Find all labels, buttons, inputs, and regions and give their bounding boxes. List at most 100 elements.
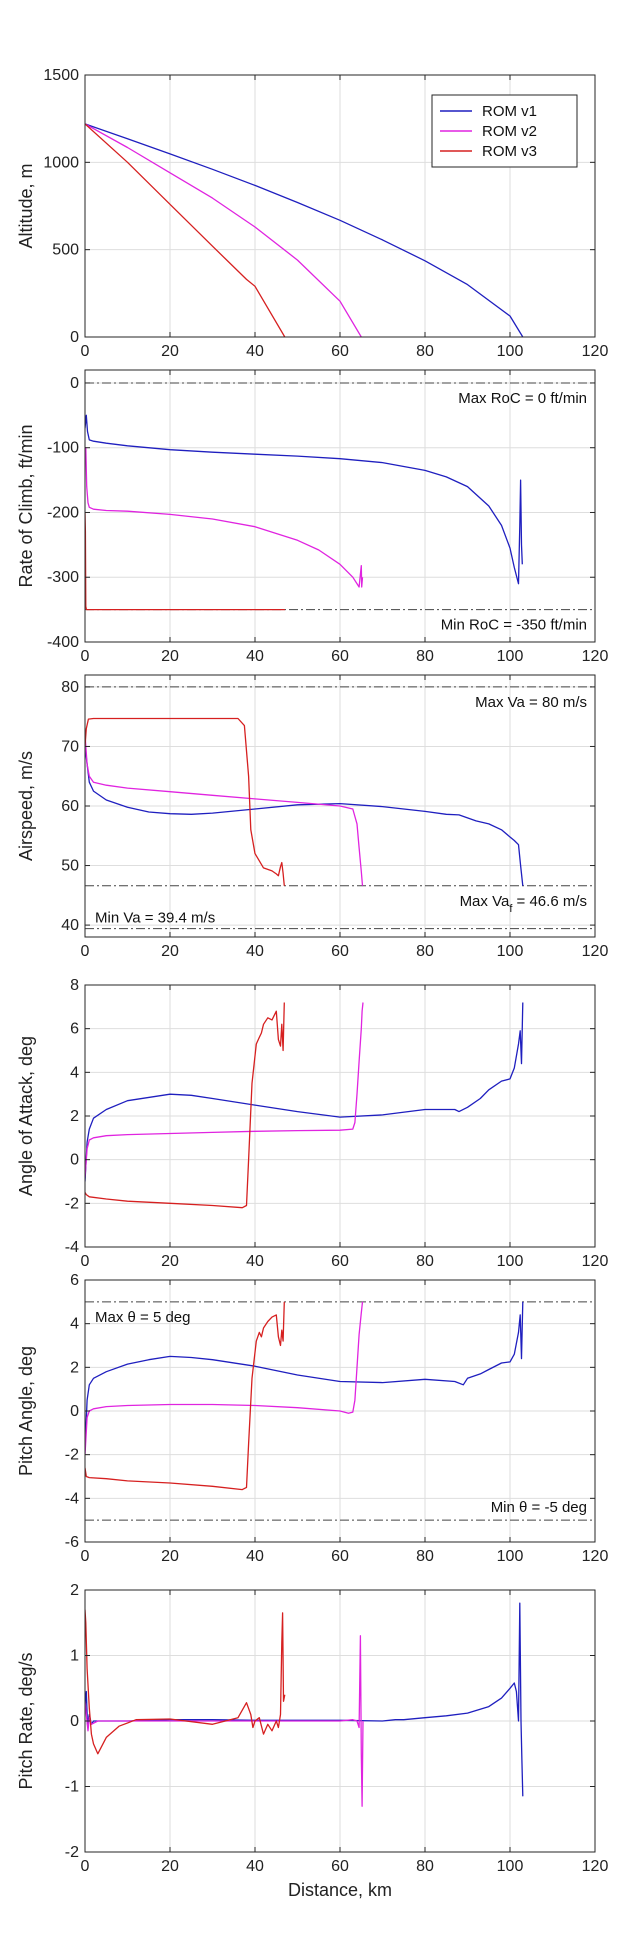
series-line-rom-v1 xyxy=(85,414,523,585)
reference-label: Min RoC = -350 ft/min xyxy=(441,617,587,634)
series-line-rom-v2 xyxy=(85,447,364,588)
y-tick-label: 1500 xyxy=(43,67,79,84)
chart-panel-1: 0 20 40 60 80 100 120 0 500 1000 1500 Altitude, m RO… xyxy=(16,67,608,360)
legend-entry: ROM v1 xyxy=(482,103,537,120)
reference-label-text: Max θ = 5 deg xyxy=(95,1309,190,1326)
y-axis-label: Pitch Angle, deg xyxy=(16,1346,36,1476)
reference-label: Min Va = 39.4 m/s xyxy=(95,910,215,927)
x-tick-label: 0 xyxy=(81,943,90,960)
reference-label-subscript: f xyxy=(509,903,513,915)
chart-panel-2: Max RoC = 0 ft/min Min RoC = -350 ft/min 0… xyxy=(16,369,609,665)
y-tick-label: 1000 xyxy=(43,154,79,171)
y-tick-label: 2 xyxy=(70,1582,79,1599)
series-line-rom-v3 xyxy=(85,123,286,337)
x-tick-label: 20 xyxy=(161,648,179,665)
reference-label-text: Max Va = 80 m/s xyxy=(475,694,587,711)
series-line-rom-v1 xyxy=(85,123,524,337)
x-tick-label: 0 xyxy=(81,1253,90,1270)
x-tick-label: 20 xyxy=(161,1548,179,1565)
x-tick-label: 20 xyxy=(161,1253,179,1270)
reference-label-text: Max RoC = 0 ft/min xyxy=(458,390,587,407)
x-tick-label: 0 xyxy=(81,648,90,665)
chart-panel-6: 0 20 40 60 80 100 120 -2 -1 0 1 2 Pitch Rate, deg/s D… xyxy=(16,1582,608,1900)
x-tick-label: 100 xyxy=(497,943,524,960)
y-tick-label: -400 xyxy=(47,634,79,651)
y-tick-label: -4 xyxy=(65,1490,79,1507)
y-axis-label: Rate of Climb, ft/min xyxy=(16,424,36,587)
y-tick-label: -2 xyxy=(65,1195,79,1212)
x-tick-label: 60 xyxy=(331,1253,349,1270)
y-tick-label: 50 xyxy=(61,858,79,875)
series-line-rom-v2 xyxy=(85,123,362,337)
x-tick-label: 100 xyxy=(497,1858,524,1875)
series-line-rom-v1 xyxy=(85,1301,524,1451)
series-line-rom-v2 xyxy=(85,1002,364,1178)
y-tick-label: -100 xyxy=(47,440,79,457)
x-tick-label: 20 xyxy=(161,343,179,360)
x-tick-label: 100 xyxy=(497,1548,524,1565)
y-tick-label: 70 xyxy=(61,738,79,755)
reference-label: Max Va = 80 m/s xyxy=(475,694,587,711)
y-tick-label: 0 xyxy=(70,329,79,346)
series-line-rom-v1 xyxy=(85,746,524,886)
series-line-rom-v2 xyxy=(85,1301,364,1455)
x-tick-label: 20 xyxy=(161,1858,179,1875)
x-tick-label: 0 xyxy=(81,343,90,360)
x-tick-label: 120 xyxy=(582,648,609,665)
y-axis-label: Altitude, m xyxy=(16,163,36,248)
y-tick-label: 80 xyxy=(61,679,79,696)
x-tick-label: 80 xyxy=(416,1548,434,1565)
series-line-rom-v3 xyxy=(85,1609,286,1755)
y-tick-label: 2 xyxy=(70,1359,79,1376)
x-tick-label: 80 xyxy=(416,648,434,665)
y-tick-label: 6 xyxy=(70,1021,79,1038)
x-tick-label: 40 xyxy=(246,343,264,360)
x-tick-label: 60 xyxy=(331,343,349,360)
reference-label: Min θ = -5 deg xyxy=(491,1499,587,1516)
x-tick-label: 60 xyxy=(331,1858,349,1875)
legend-entry: ROM v3 xyxy=(482,143,537,160)
chart-panel-3: Max Va = 80 m/s Max Vaf = 46.6 m/s Min Va … xyxy=(16,674,608,960)
x-tick-label: 120 xyxy=(582,1253,609,1270)
x-tick-label: 40 xyxy=(246,1858,264,1875)
reference-label-text: Min RoC = -350 ft/min xyxy=(441,617,587,634)
y-tick-label: 0 xyxy=(70,1713,79,1730)
y-tick-label: -2 xyxy=(65,1844,79,1861)
y-tick-label: 60 xyxy=(61,798,79,815)
y-axis-label: Angle of Attack, deg xyxy=(16,1036,36,1196)
x-tick-label: 0 xyxy=(81,1548,90,1565)
x-tick-label: 0 xyxy=(81,1858,90,1875)
x-tick-label: 40 xyxy=(246,1548,264,1565)
legend-entry: ROM v2 xyxy=(482,123,537,140)
reference-label-text: Min Va = 39.4 m/s xyxy=(95,910,215,927)
series-line-rom-v3 xyxy=(85,512,285,611)
x-axis-label: Distance, km xyxy=(288,1880,392,1900)
x-tick-label: 80 xyxy=(416,1253,434,1270)
reference-label-text: Max Va xyxy=(460,893,510,910)
x-tick-label: 80 xyxy=(416,943,434,960)
y-tick-label: -6 xyxy=(65,1534,79,1551)
y-tick-label: -1 xyxy=(65,1779,79,1796)
y-tick-label: -200 xyxy=(47,504,79,521)
reference-label-tail: = 46.6 m/s xyxy=(512,893,587,910)
y-axis-label: Pitch Rate, deg/s xyxy=(16,1652,36,1789)
x-tick-label: 60 xyxy=(331,1548,349,1565)
x-tick-label: 80 xyxy=(416,1858,434,1875)
x-tick-label: 100 xyxy=(497,1253,524,1270)
x-tick-label: 100 xyxy=(497,648,524,665)
y-tick-label: 0 xyxy=(70,1403,79,1420)
y-tick-label: -4 xyxy=(65,1239,79,1256)
reference-label: Max Vaf = 46.6 m/s xyxy=(460,893,587,915)
x-tick-label: 60 xyxy=(331,943,349,960)
y-tick-label: 6 xyxy=(70,1272,79,1289)
x-tick-label: 120 xyxy=(582,343,609,360)
reference-label-text: Min θ = -5 deg xyxy=(491,1499,587,1516)
x-tick-label: 100 xyxy=(497,343,524,360)
y-tick-label: 40 xyxy=(61,917,79,934)
y-axis-label: Airspeed, m/s xyxy=(16,751,36,861)
series-line-rom-v1 xyxy=(85,1002,524,1182)
y-tick-label: 2 xyxy=(70,1108,79,1125)
y-tick-label: -2 xyxy=(65,1447,79,1464)
